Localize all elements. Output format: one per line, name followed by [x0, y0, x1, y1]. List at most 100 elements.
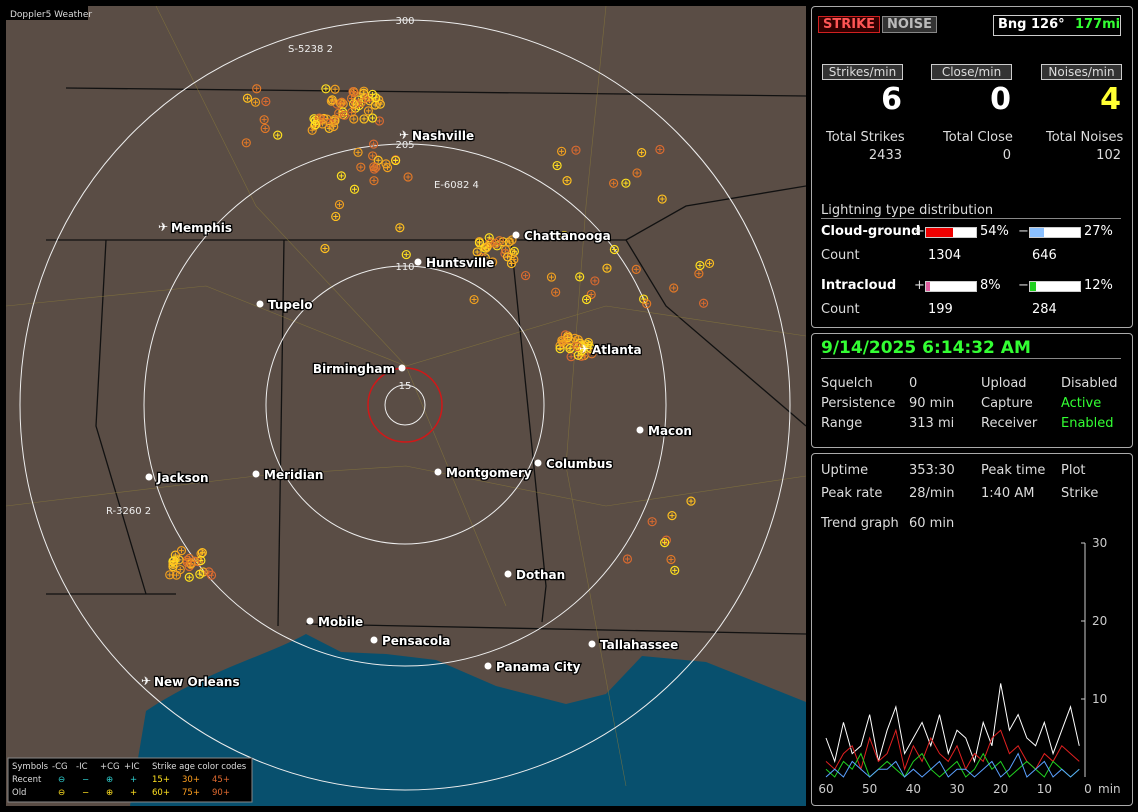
datetime: 9/14/2025 6:14:32 AM — [821, 338, 1121, 359]
total-label: Total Strikes — [826, 130, 905, 145]
city-label: Memphis — [171, 221, 232, 235]
strike — [557, 335, 567, 346]
strike — [472, 247, 482, 257]
strike — [342, 112, 348, 118]
status-item: Capture — [981, 396, 1033, 411]
strike — [273, 130, 283, 140]
strike — [365, 108, 371, 114]
type-name: Intracloud — [821, 278, 897, 293]
strike — [261, 117, 267, 123]
strike — [577, 274, 583, 280]
city-dot — [504, 570, 512, 578]
legend: Symbols Strike age color codes -CG -IC +CG +I… — [7, 757, 253, 803]
strike — [348, 99, 359, 109]
strike — [324, 123, 334, 133]
rate-value: 0 — [990, 82, 1011, 117]
strike — [262, 125, 268, 131]
strike — [611, 180, 617, 186]
strike — [192, 558, 198, 564]
total-label: Total Close — [943, 130, 1013, 145]
sign: + — [914, 224, 925, 239]
strike — [337, 97, 347, 107]
strike — [361, 116, 367, 122]
strike — [553, 289, 559, 295]
strike — [669, 513, 675, 519]
strike — [348, 87, 358, 97]
strike — [316, 114, 326, 124]
range-ring — [265, 265, 545, 545]
strike — [405, 174, 411, 180]
strike — [704, 258, 715, 269]
strike — [672, 567, 678, 573]
city-label: Tallahassee — [600, 638, 678, 652]
strike — [546, 272, 557, 282]
strike — [333, 213, 339, 219]
city-label: Meridian — [264, 468, 323, 482]
strike — [367, 113, 378, 123]
range-ring — [143, 143, 667, 667]
strike — [581, 294, 592, 305]
strike — [556, 146, 567, 156]
strike — [310, 120, 321, 130]
strike — [568, 354, 574, 360]
strike — [336, 110, 342, 116]
type-count: 199 — [928, 302, 953, 317]
strike — [662, 540, 668, 546]
strike — [391, 155, 401, 166]
strike — [490, 259, 496, 265]
city-label: Chattanooga — [524, 229, 611, 243]
rate-button[interactable]: Close/min — [931, 64, 1012, 80]
mode-button[interactable]: NOISE — [882, 16, 938, 33]
strike — [196, 555, 206, 566]
strike — [688, 498, 694, 504]
strike — [639, 294, 649, 304]
strike — [370, 91, 376, 97]
strike — [359, 114, 369, 124]
legend-text: ⊕ — [106, 788, 113, 798]
strike — [361, 90, 367, 96]
y-tick-label: 20 — [1092, 614, 1107, 628]
trend-line — [825, 752, 1080, 778]
strike — [349, 114, 359, 124]
x-tick-label: 10 — [1037, 782, 1052, 796]
bearing: Bng 126° — [998, 17, 1065, 32]
status-item: Squelch — [821, 376, 873, 391]
strike — [329, 121, 339, 132]
rate-button[interactable]: Strikes/min — [822, 64, 903, 80]
strike — [395, 223, 405, 233]
legend-text: Old — [12, 788, 26, 798]
city-dot — [414, 258, 422, 266]
mode-button[interactable]: STRIKE — [818, 16, 881, 33]
strike — [474, 238, 485, 248]
legend-text: − — [82, 788, 89, 798]
strike — [322, 246, 328, 252]
rate-button[interactable]: Noises/min — [1041, 64, 1122, 80]
strike — [330, 84, 340, 94]
strike — [471, 297, 477, 303]
strike — [331, 211, 341, 222]
city-label: Jackson — [156, 471, 209, 485]
city-label: New Orleans — [154, 675, 240, 689]
strike — [469, 294, 479, 305]
status-panel — [811, 333, 1133, 448]
strike — [369, 176, 379, 186]
strike — [177, 567, 183, 573]
y-tick-label: 30 — [1092, 536, 1107, 550]
legend-text: 15+ — [152, 775, 170, 785]
legend-text: − — [82, 775, 89, 785]
strike — [644, 301, 650, 307]
trend-line — [825, 683, 1080, 764]
strike — [373, 155, 383, 165]
strike — [170, 564, 176, 570]
legend-text: ⊕ — [106, 775, 113, 785]
airport-icon: ✈ — [158, 220, 168, 234]
stats-item: Peak rate — [821, 486, 883, 501]
strike — [351, 116, 357, 122]
strike — [176, 557, 182, 563]
strike — [174, 555, 184, 565]
stats-item: 1:40 AM — [981, 486, 1035, 501]
city-dot — [512, 231, 520, 239]
strike — [241, 138, 251, 148]
